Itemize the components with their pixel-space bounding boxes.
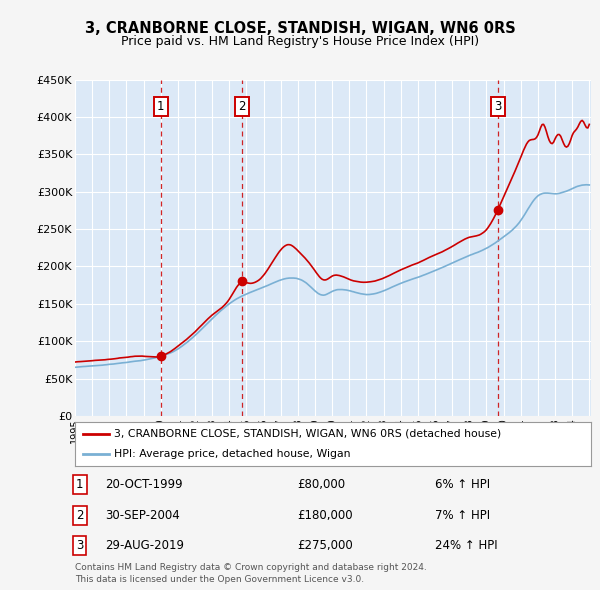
- Text: £180,000: £180,000: [297, 509, 353, 522]
- Text: 2: 2: [238, 100, 246, 113]
- Text: 3: 3: [494, 100, 502, 113]
- Text: 7% ↑ HPI: 7% ↑ HPI: [435, 509, 490, 522]
- Text: 29-AUG-2019: 29-AUG-2019: [105, 539, 184, 552]
- Text: 30-SEP-2004: 30-SEP-2004: [105, 509, 180, 522]
- Text: £80,000: £80,000: [297, 478, 345, 491]
- Text: £275,000: £275,000: [297, 539, 353, 552]
- Text: 1: 1: [157, 100, 164, 113]
- Text: 3, CRANBORNE CLOSE, STANDISH, WIGAN, WN6 0RS (detached house): 3, CRANBORNE CLOSE, STANDISH, WIGAN, WN6…: [114, 429, 501, 439]
- Text: Price paid vs. HM Land Registry's House Price Index (HPI): Price paid vs. HM Land Registry's House …: [121, 35, 479, 48]
- Text: 3: 3: [76, 539, 83, 552]
- Text: Contains HM Land Registry data © Crown copyright and database right 2024.
This d: Contains HM Land Registry data © Crown c…: [75, 563, 427, 584]
- Text: 24% ↑ HPI: 24% ↑ HPI: [435, 539, 497, 552]
- Text: 3, CRANBORNE CLOSE, STANDISH, WIGAN, WN6 0RS: 3, CRANBORNE CLOSE, STANDISH, WIGAN, WN6…: [85, 21, 515, 35]
- Text: 1: 1: [76, 478, 83, 491]
- Text: 6% ↑ HPI: 6% ↑ HPI: [435, 478, 490, 491]
- Text: 2: 2: [76, 509, 83, 522]
- Text: 20-OCT-1999: 20-OCT-1999: [105, 478, 182, 491]
- Text: HPI: Average price, detached house, Wigan: HPI: Average price, detached house, Wiga…: [114, 449, 350, 459]
